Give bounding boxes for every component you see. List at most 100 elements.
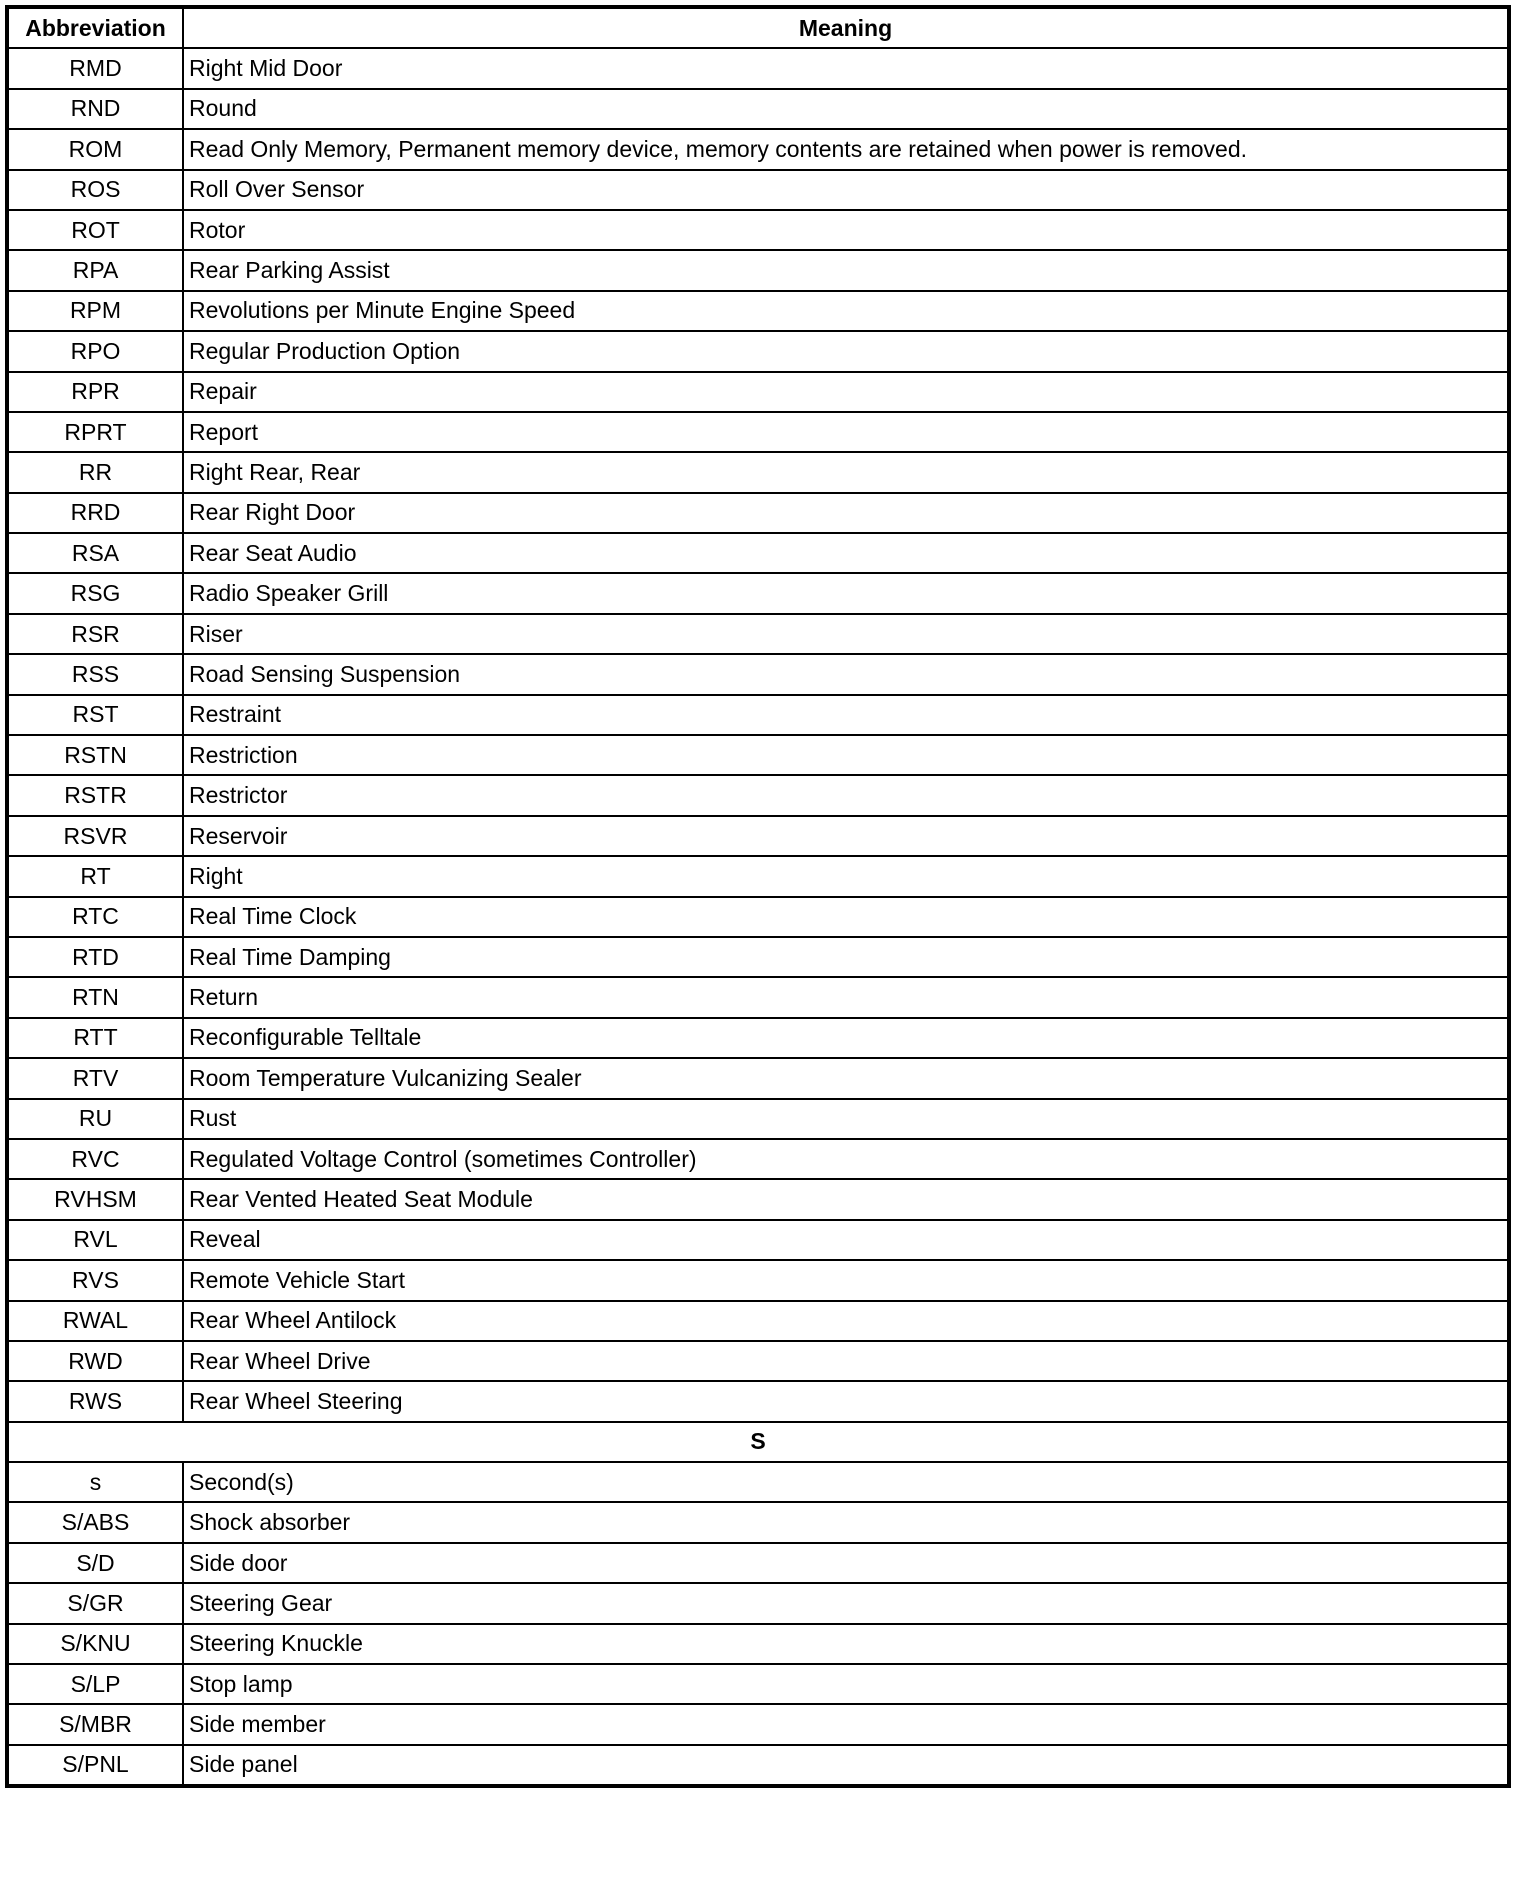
abbreviation-cell: RU [6,1097,184,1140]
abbreviation-cell: RTV [6,1057,184,1100]
abbreviation-cell: RSA [6,532,184,575]
meaning-cell: Regular Production Option [182,330,1510,373]
meaning-cell: Regulated Voltage Control (sometimes Con… [182,1137,1510,1181]
abbreviation-cell: RND [6,87,184,131]
meaning-cell: Rear Wheel Steering [182,1380,1510,1423]
abbreviation-cell: S/MBR [6,1703,184,1746]
meaning-cell: Roll Over Sensor [182,168,1510,211]
abbreviation-cell: RWS [6,1380,184,1423]
table-row: RMD Right Mid Door [6,47,1510,90]
table-row: RWS Rear Wheel Steering [6,1380,1510,1423]
table-row: RND Round [6,87,1510,131]
table-row: RSVR Reservoir [6,814,1510,858]
table-row: RT Right [6,855,1510,898]
meaning-cell: Reconfigurable Telltale [182,1016,1510,1060]
meaning-cell: Remote Vehicle Start [182,1259,1510,1302]
meaning-cell: Revolutions per Minute Engine Speed [182,289,1510,333]
meaning-cell: Rear Vented Heated Seat Module [182,1178,1510,1221]
table-row: RU Rust [6,1097,1510,1140]
table-row: RTN Return [6,976,1510,1019]
table-row: RVHSM Rear Vented Heated Seat Module [6,1178,1510,1221]
table-row: RSS Road Sensing Suspension [6,653,1510,696]
table-row: RPM Revolutions per Minute Engine Speed [6,289,1510,333]
abbreviation-cell: S/D [6,1541,184,1585]
table-row: RST Restraint [6,693,1510,737]
meaning-cell: Real Time Damping [182,935,1510,979]
meaning-cell: Restraint [182,693,1510,737]
table-row: RWAL Rear Wheel Antilock [6,1299,1510,1342]
abbreviation-cell: RSG [6,572,184,615]
abbreviation-cell: S/GR [6,1582,184,1625]
abbreviation-cell: RVL [6,1218,184,1262]
abbreviation-cell: ROS [6,168,184,211]
table-row: ROT Rotor [6,208,1510,252]
meaning-cell: Rear Seat Audio [182,532,1510,575]
abbreviation-cell: RT [6,855,184,898]
meaning-cell: Right Mid Door [182,47,1510,90]
meaning-cell: Right Rear, Rear [182,451,1510,494]
abbreviation-cell: S/LP [6,1663,184,1706]
abbreviation-cell: ROT [6,208,184,252]
meaning-cell: Repair [182,370,1510,413]
meaning-cell: Round [182,87,1510,131]
meaning-cell: Stop lamp [182,1663,1510,1706]
abbreviation-cell: RPR [6,370,184,413]
meaning-cell: Restriction [182,734,1510,777]
abbreviation-cell: S/ABS [6,1501,184,1544]
table-row: RSG Radio Speaker Grill [6,572,1510,615]
abbreviation-cell: RWAL [6,1299,184,1342]
abbreviation-cell: RWD [6,1339,184,1383]
meaning-cell: Steering Gear [182,1582,1510,1625]
table-row: S/GR Steering Gear [6,1582,1510,1625]
table-row: RVC Regulated Voltage Control (sometimes … [6,1137,1510,1181]
abbreviation-cell: RSVR [6,814,184,858]
table-row: RWD Rear Wheel Drive [6,1339,1510,1383]
meaning-cell: Rear Wheel Antilock [182,1299,1510,1342]
table-row: S/PNL Side panel [6,1743,1510,1788]
table-row: RTV Room Temperature Vulcanizing Sealer [6,1057,1510,1100]
header-abbreviation: Abbreviation [6,5,184,50]
meaning-cell: Right [182,855,1510,898]
table-row: ROS Roll Over Sensor [6,168,1510,211]
meaning-cell: Rear Parking Assist [182,249,1510,292]
meaning-cell: Side member [182,1703,1510,1746]
meaning-cell: Rust [182,1097,1510,1140]
meaning-cell: Side door [182,1541,1510,1585]
header-meaning: Meaning [182,5,1510,50]
meaning-cell: Room Temperature Vulcanizing Sealer [182,1057,1510,1100]
abbreviation-cell: RVS [6,1259,184,1302]
abbreviation-cell: RRD [6,491,184,535]
abbreviation-cell: RTC [6,895,184,938]
table-row: S/MBR Side member [6,1703,1510,1746]
table-row: S/D Side door [6,1541,1510,1585]
abbreviation-cell: RSTN [6,734,184,777]
meaning-cell: Return [182,976,1510,1019]
abbreviation-cell: RPA [6,249,184,292]
table-row: RSTN Restriction [6,734,1510,777]
table-row: S/KNU Steering Knuckle [6,1622,1510,1666]
abbreviation-cell: ROM [6,128,184,171]
abbreviation-table: Abbreviation Meaning RMD Right Mid Door RN… [5,5,1511,1789]
meaning-cell: Real Time Clock [182,895,1510,938]
table-row: S/LP Stop lamp [6,1663,1510,1706]
meaning-cell: Rear Right Door [182,491,1510,535]
table-row: RPA Rear Parking Assist [6,249,1510,292]
table-row: RRD Rear Right Door [6,491,1510,535]
abbreviation-cell: RVC [6,1137,184,1181]
header-row: Abbreviation Meaning [6,5,1510,50]
meaning-cell: Reservoir [182,814,1510,858]
abbreviation-cell: RPO [6,330,184,373]
table-row: RVS Remote Vehicle Start [6,1259,1510,1302]
abbreviation-cell: RVHSM [6,1178,184,1221]
meaning-cell: Read Only Memory, Permanent memory devic… [182,128,1510,171]
table-row: RTD Real Time Damping [6,935,1510,979]
abbreviation-cell: S/KNU [6,1622,184,1666]
table-row: RPR Repair [6,370,1510,413]
meaning-cell: Steering Knuckle [182,1622,1510,1666]
abbreviation-cell: RSR [6,612,184,656]
abbreviation-cell: RTN [6,976,184,1019]
table-row: RPRT Report [6,410,1510,454]
meaning-cell: Report [182,410,1510,454]
abbreviation-cell: S/PNL [6,1743,184,1788]
table-row: RR Right Rear, Rear [6,451,1510,494]
